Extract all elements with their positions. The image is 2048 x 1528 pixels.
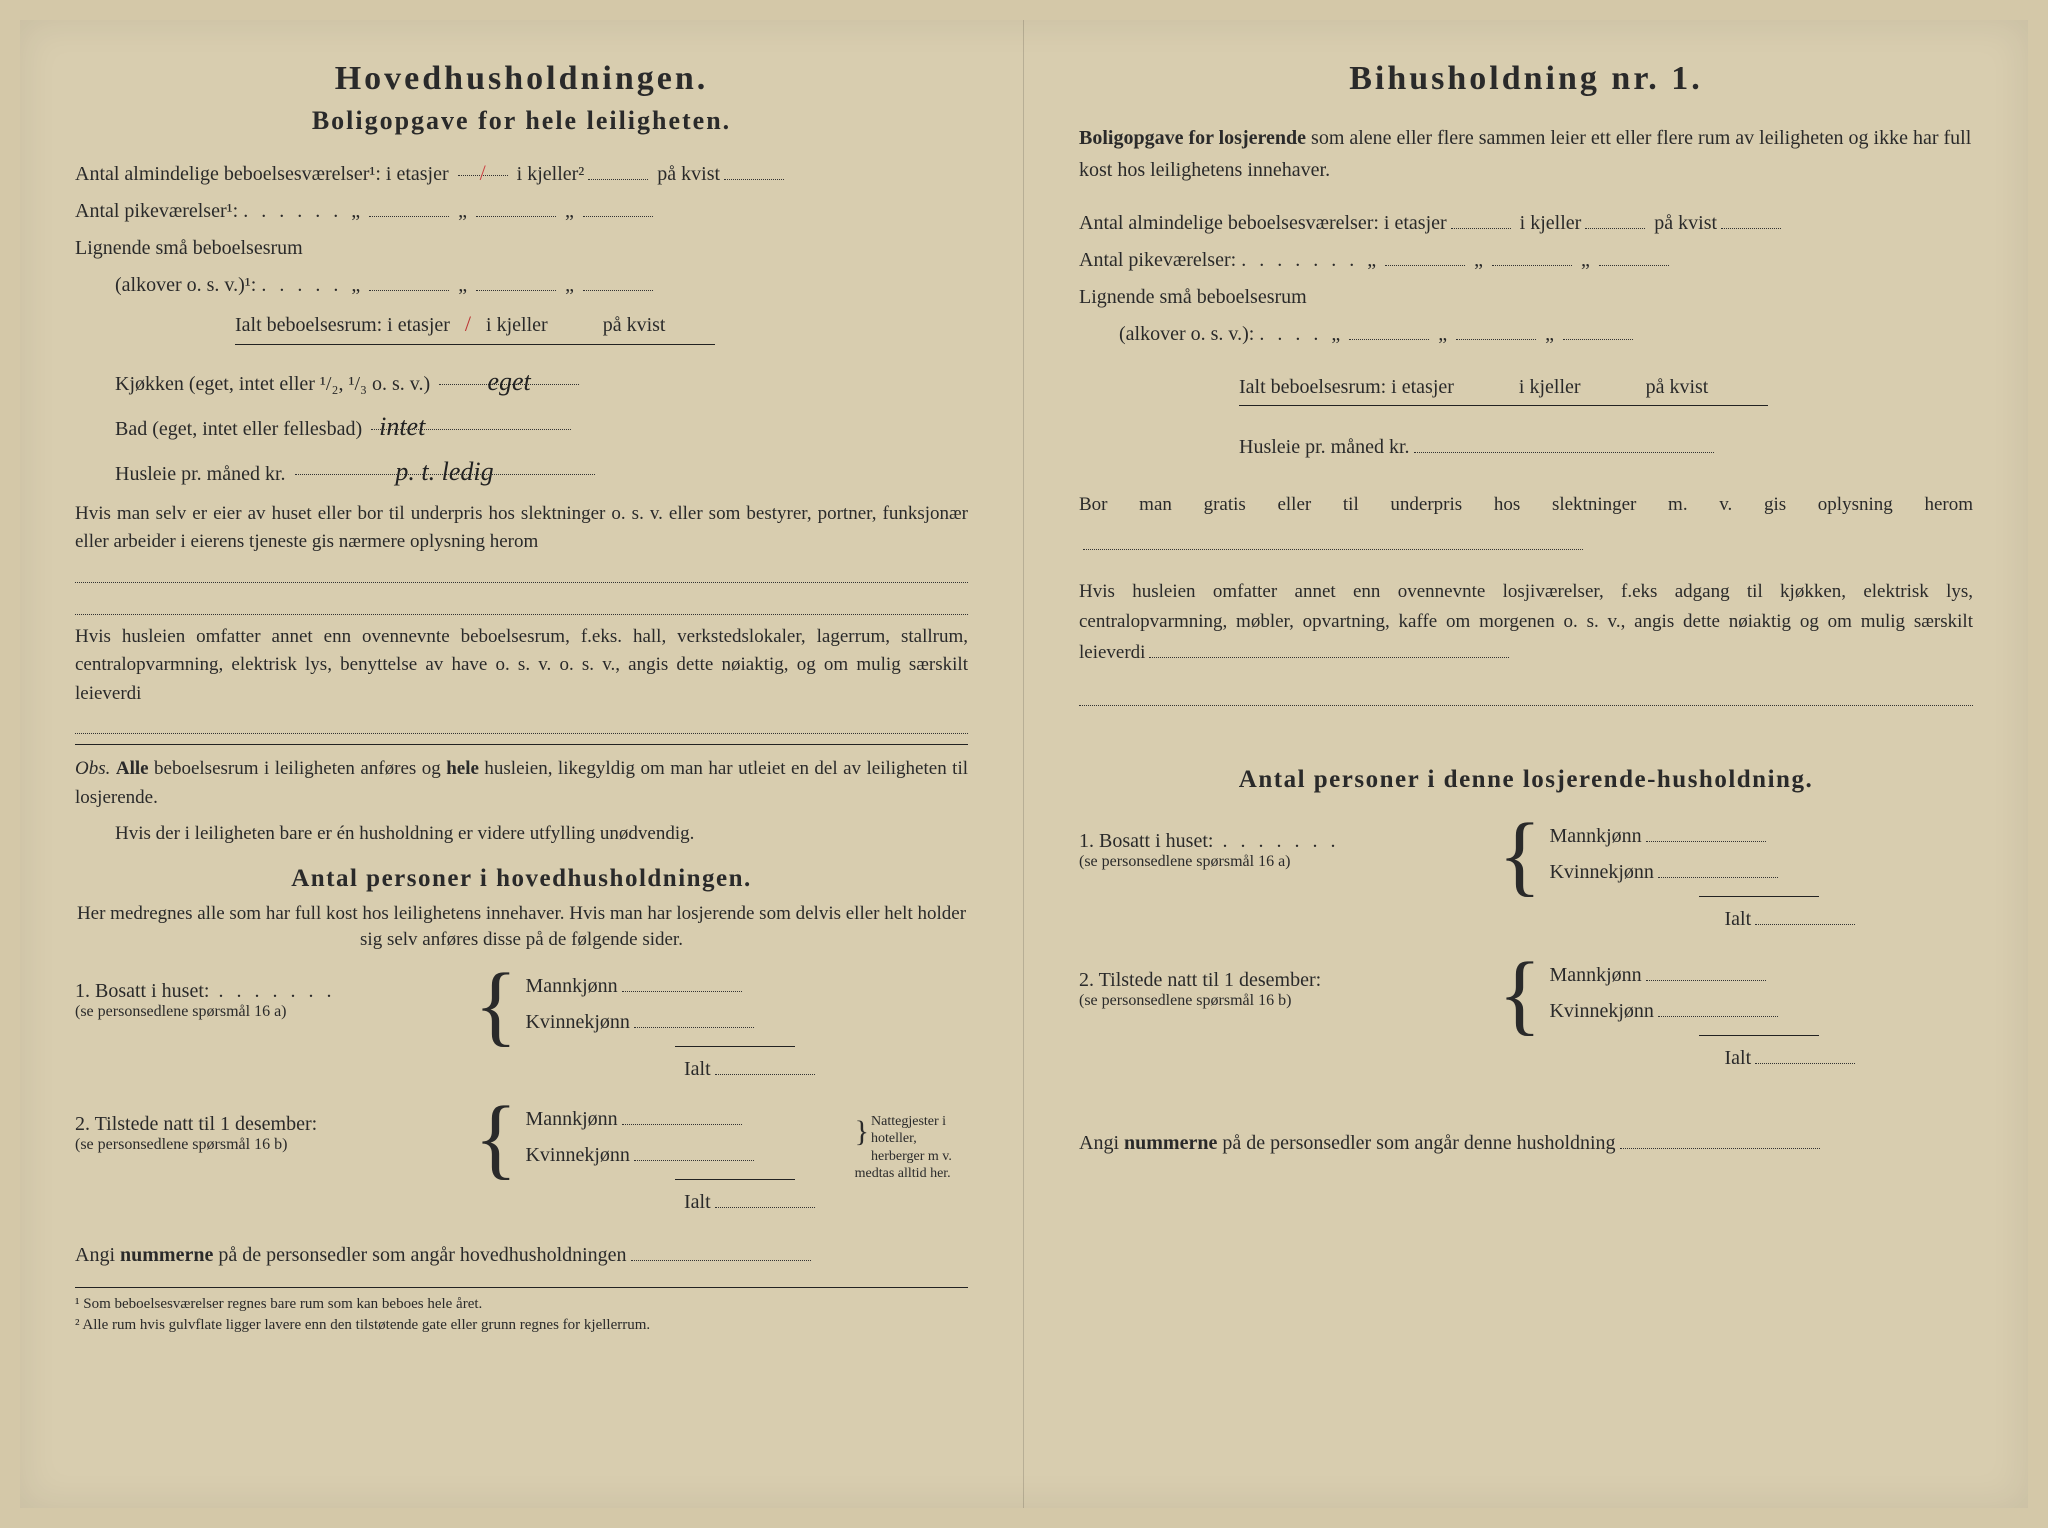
para-husleie: Hvis husleien omfatter annet enn ovennev… xyxy=(75,623,968,709)
persons-heading: Antal personer i hovedhusholdningen. xyxy=(75,865,968,893)
footnotes: ¹ Som beboelsesværelser regnes bare rum … xyxy=(75,1287,968,1336)
r-row-total: Ialt beboelsesrum: i etasjer i kjeller p… xyxy=(1239,370,1973,406)
persons-sub: Her medregnes alle som har full kost hos… xyxy=(75,901,968,954)
row-pike: Antal pikeværelser¹: . . . . . . „ „ „ xyxy=(75,194,968,229)
row-alkover: (alkover o. s. v.)¹: . . . . . „ „ „ xyxy=(115,268,968,303)
divider xyxy=(75,744,968,745)
r-angi-line: Angi nummerne på de personsedler som ang… xyxy=(1079,1126,1973,1161)
blank-line xyxy=(75,589,968,615)
kjokken-hand: eget xyxy=(439,359,579,385)
row-bad: Bad (eget, intet eller fellesbad) intet xyxy=(115,404,968,447)
angi-line: Angi nummerne på de personsedler som ang… xyxy=(75,1238,968,1273)
r-q1-row: 1. Bosatt i huset: . . . . . . . (se per… xyxy=(1079,818,1973,937)
para-eier: Hvis man selv er eier av huset eller bor… xyxy=(75,500,968,557)
blank-line xyxy=(1079,680,1973,706)
left-title: Hovedhusholdningen. xyxy=(75,60,968,98)
r-para1: Bor man gratis eller til underpris hos s… xyxy=(1079,485,1973,565)
natte-note: } Nattegjester i hoteller, herberger m v… xyxy=(849,1101,968,1183)
row-total: Ialt beboelsesrum: i etasjer / i kjeller… xyxy=(235,305,968,345)
etasjer-value: / xyxy=(458,154,508,176)
r-husleie: Husleie pr. måned kr. xyxy=(1239,430,1973,465)
r-para2: Hvis husleien omfatter annet enn ovennev… xyxy=(1079,577,1973,668)
r-q2-row: 2. Tilstede natt til 1 desember: (se per… xyxy=(1079,957,1973,1076)
obs-para2: Hvis der i leiligheten bare er én hushol… xyxy=(75,820,968,849)
bad-hand: intet xyxy=(371,404,571,430)
document-sheet: Hovedhusholdningen. Boligopgave for hele… xyxy=(20,20,2028,1508)
right-intro: Boligopgave for losjerende som alene ell… xyxy=(1079,122,1973,186)
r-row-lignende: Lignende små beboelsesrum xyxy=(1079,280,1973,315)
right-page: Bihusholdning nr. 1. Boligopgave for los… xyxy=(1024,20,2028,1508)
row-kjokken: Kjøkken (eget, intet eller ¹/₂, ¹/₃ o. s… xyxy=(115,359,968,402)
r-row-alkover: (alkover o. s. v.): . . . . „ „ „ xyxy=(1119,317,1973,352)
row-lignende: Lignende små beboelsesrum xyxy=(75,231,968,266)
left-page: Hovedhusholdningen. Boligopgave for hele… xyxy=(20,20,1024,1508)
row-rooms: Antal almindelige beboelsesværelser¹: i … xyxy=(75,154,968,192)
brace-icon: { xyxy=(474,1101,517,1178)
left-subtitle: Boligopgave for hele leiligheten. xyxy=(75,106,968,136)
q2-row: 2. Tilstede natt til 1 desember: (se per… xyxy=(75,1101,968,1220)
blank-line xyxy=(75,708,968,734)
r-row-rooms: Antal almindelige beboelsesværelser: i e… xyxy=(1079,206,1973,241)
husleie-hand: p. t. ledig xyxy=(295,449,595,475)
brace-icon: { xyxy=(1498,818,1541,895)
r-row-pike: Antal pikeværelser: . . . . . . . „ „ „ xyxy=(1079,243,1973,278)
right-title: Bihusholdning nr. 1. xyxy=(1079,60,1973,98)
r-persons-heading: Antal personer i denne losjerende-hushol… xyxy=(1079,766,1973,794)
brace-icon: { xyxy=(474,968,517,1045)
q1-row: 1. Bosatt i huset: . . . . . . . (se per… xyxy=(75,968,968,1087)
brace-icon: { xyxy=(1498,957,1541,1034)
obs-para: Obs. Alle beboelsesrum i leiligheten anf… xyxy=(75,755,968,812)
total-etasjer-hand: / xyxy=(455,311,481,336)
row-husleie: Husleie pr. måned kr. p. t. ledig xyxy=(115,449,968,492)
blank-line xyxy=(75,557,968,583)
